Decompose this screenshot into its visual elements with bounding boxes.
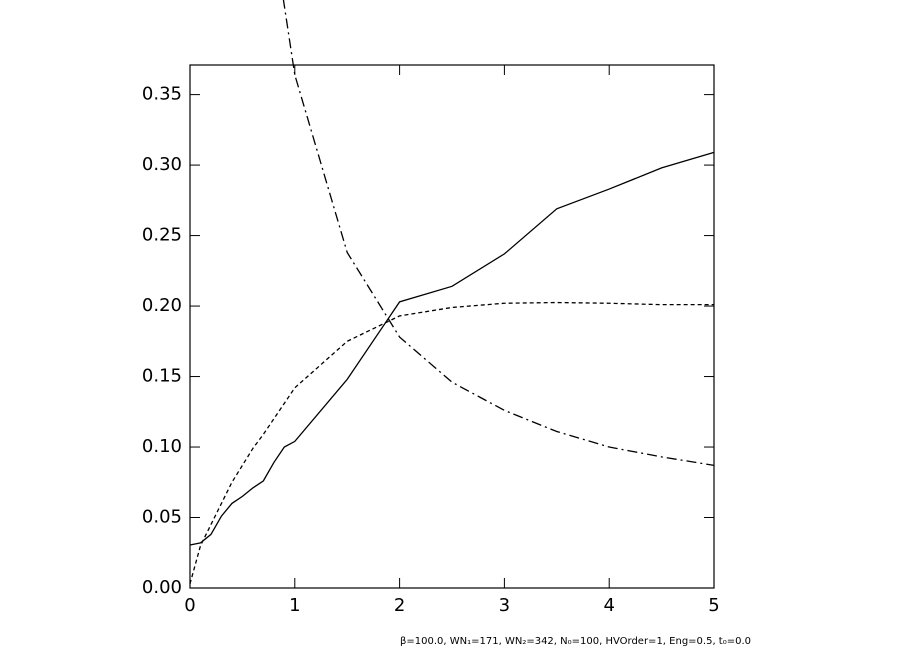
plot-frame (189, 64, 715, 589)
series-line (189, 151, 715, 546)
x-tick-label: 4 (603, 595, 614, 616)
series-line (282, 0, 715, 467)
series-line (189, 301, 714, 584)
y-tick-label: 0.25 (142, 225, 182, 246)
x-tick-label: 2 (394, 595, 405, 616)
x-tick-label: 1 (289, 595, 300, 616)
annotation: β=100.0, WN₁=171, WN₂=342, N₀=100, HVOrd… (400, 636, 751, 647)
x-tick-label: 5 (708, 595, 719, 616)
y-tick-label: 0.10 (142, 436, 182, 457)
y-tick-label: 0.30 (142, 154, 182, 175)
y-tick-label: 0.00 (142, 577, 182, 598)
x-tick-label: 3 (499, 595, 510, 616)
y-tick-label: 0.35 (142, 84, 182, 105)
y-tick-label: 0.05 (142, 507, 182, 528)
x-tick-label: 0 (184, 595, 195, 616)
y-tick-label: 0.15 (142, 366, 182, 387)
y-tick-label: 0.20 (142, 295, 182, 316)
